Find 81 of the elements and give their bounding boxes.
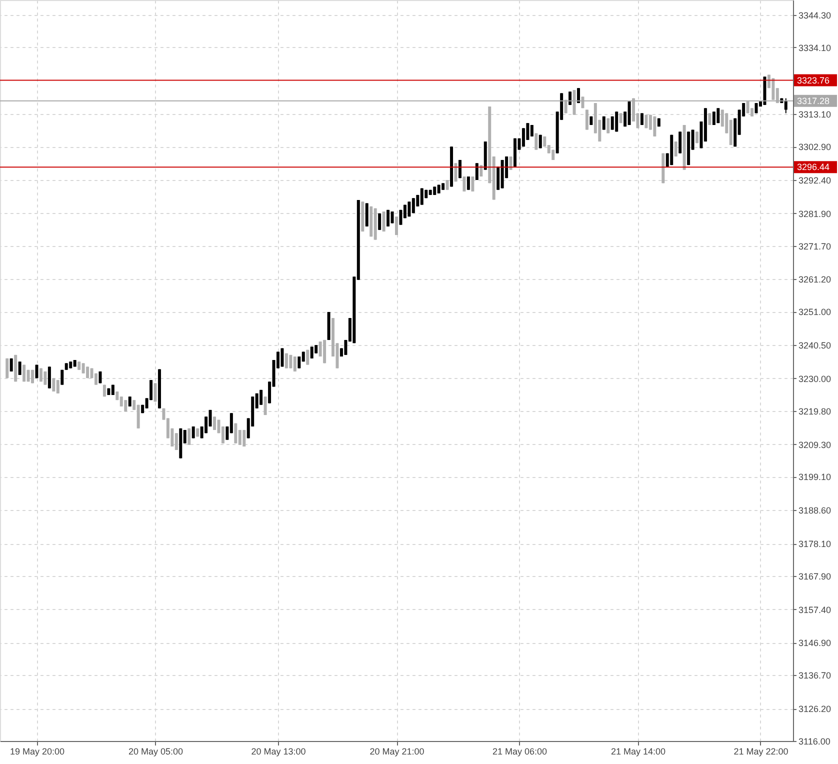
candlestick: [628, 100, 631, 126]
candlestick: [82, 362, 85, 374]
y-tick-label: 3271.70: [798, 241, 832, 252]
y-tick-label: 3178.10: [798, 539, 832, 550]
candlestick: [568, 91, 572, 106]
y-tick-label: 3157.40: [798, 604, 832, 615]
candlestick: [653, 116, 656, 137]
candlestick: [52, 378, 56, 392]
candlestick: [408, 201, 411, 218]
candlestick: [615, 111, 618, 132]
candlestick: [56, 380, 60, 394]
x-tick-label: 21 May 14:00: [610, 746, 666, 756]
candlestick: [128, 396, 132, 407]
x-tick-label: 19 May 20:00: [10, 746, 65, 756]
candlestick: [716, 108, 720, 124]
candlestick: [10, 358, 13, 372]
candlestick: [136, 404, 140, 429]
candlestick: [293, 356, 296, 372]
candlestick: [610, 116, 614, 130]
candlestick: [154, 382, 157, 402]
x-tick-label: 20 May 21:00: [370, 746, 424, 756]
y-tick-label: 3209.30: [798, 440, 832, 450]
candlestick: [712, 111, 716, 126]
y-tick-label: 3261.20: [798, 274, 832, 285]
y-tick-label: 3219.80: [798, 406, 832, 416]
y-tick-label: 3146.90: [798, 638, 832, 648]
candlestick: [462, 176, 466, 192]
candlestick: [260, 389, 263, 406]
candlestick: [284, 352, 288, 369]
y-tick-label: 3116.00: [798, 736, 830, 746]
ref-line-label: 3323.76: [797, 75, 830, 86]
candlestick: [306, 349, 310, 366]
ref-line-label: 3296.44: [797, 162, 830, 172]
y-tick-label: 3240.50: [798, 340, 832, 351]
candlestick: [585, 109, 588, 130]
candlestick: [188, 428, 191, 446]
candlestick: [18, 361, 22, 376]
candlestick: [674, 142, 678, 156]
candlestick: [378, 212, 382, 230]
candlestick: [310, 346, 314, 359]
y-tick-label: 3302.90: [798, 142, 832, 152]
y-tick-label: 3188.60: [798, 506, 832, 516]
x-tick-label: 20 May 13:00: [251, 746, 306, 756]
y-tick-label: 3199.10: [798, 472, 832, 482]
candlestick: [602, 116, 606, 130]
candlestick: [48, 366, 51, 389]
candlestick: [466, 176, 470, 190]
y-tick-label: 3251.00: [798, 307, 832, 318]
y-tick-label: 3230.00: [798, 374, 832, 384]
candlestick: [280, 348, 284, 368]
candlestick: [471, 176, 474, 192]
x-tick-label: 21 May 22:00: [734, 746, 788, 756]
candlestick: [365, 202, 368, 227]
ref-line-label: 3317.28: [797, 96, 830, 106]
candlestick: [606, 118, 610, 134]
candlestick: [399, 209, 402, 226]
y-tick-label: 3313.10: [798, 110, 832, 120]
y-tick-label: 3136.70: [798, 670, 832, 681]
y-tick-label: 3344.30: [798, 10, 832, 20]
candlestick: [234, 422, 238, 444]
candlestick: [784, 98, 788, 114]
candlestick: [174, 432, 178, 451]
candlestick: [678, 131, 682, 154]
candlestick: [44, 370, 47, 386]
candlestick: [289, 354, 292, 369]
x-tick-label: 20 May 05:00: [128, 746, 184, 756]
candlestick: [708, 112, 712, 126]
candlestick: [386, 209, 390, 227]
candlestick: [264, 396, 267, 416]
y-tick-label: 3126.20: [798, 704, 832, 714]
y-tick-label: 3334.10: [798, 42, 832, 53]
y-tick-label: 3167.90: [798, 571, 832, 582]
candlestick: [60, 369, 64, 386]
candlestick: [640, 112, 644, 126]
candlestick: [446, 180, 449, 190]
candlestick: [534, 132, 538, 150]
candlestick: [420, 188, 424, 206]
x-tick-label: 21 May 06:00: [492, 746, 548, 756]
y-tick-label: 3292.40: [798, 176, 832, 186]
y-tick-label: 3281.90: [798, 208, 832, 219]
candlestick: [412, 198, 415, 214]
